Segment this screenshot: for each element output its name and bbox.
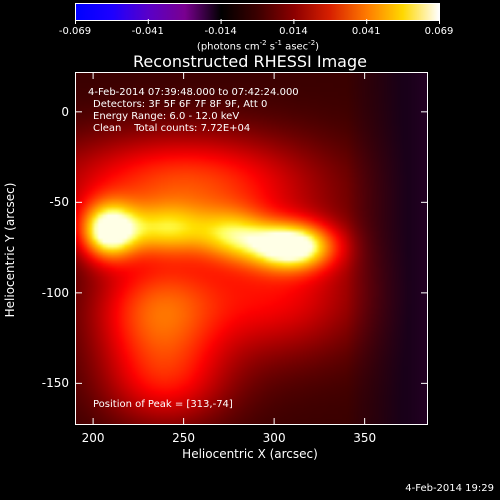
annotation-peak-position: Position of Peak = [313,-74] bbox=[93, 399, 233, 410]
colorbar-tick-label: -0.014 bbox=[204, 26, 237, 37]
colorbar-tick-label: 0.041 bbox=[351, 26, 381, 37]
x-tick-label: 300 bbox=[262, 431, 286, 445]
x-tick-label: 250 bbox=[172, 431, 196, 445]
y-axis-label: Heliocentric Y (arcsec) bbox=[3, 182, 17, 318]
y-tick-label: -50 bbox=[49, 195, 69, 210]
annotation-detectors: Detectors: 3F 5F 6F 7F 8F 9F, Att 0 bbox=[93, 99, 268, 110]
x-tick-label: 200 bbox=[81, 431, 105, 445]
colorbar-tick-label: 0.069 bbox=[424, 26, 454, 37]
x-axis-label: Heliocentric X (arcsec) bbox=[182, 447, 318, 461]
colorbar-unit-label: (photons cm-2 s-1 asec-2) bbox=[196, 39, 320, 53]
x-tick-label: 350 bbox=[353, 431, 377, 445]
colorbar bbox=[75, 3, 440, 21]
rhessi-image bbox=[75, 72, 428, 425]
colorbar-tick-label: 0.014 bbox=[279, 26, 308, 37]
plot-frame bbox=[75, 72, 428, 425]
colorbar-tick-label: -0.069 bbox=[58, 26, 92, 37]
colorbar-ticks bbox=[75, 19, 440, 24]
y-tick-label: -100 bbox=[41, 285, 69, 300]
annotation-counts: Clean Total counts: 7.72E+04 bbox=[93, 123, 251, 134]
footer-date: 4-Feb-2014 19:29 bbox=[405, 483, 494, 494]
y-tick-label: 0 bbox=[61, 104, 69, 119]
axis-ticks bbox=[75, 72, 428, 425]
plot-title: Reconstructed RHESSI Image bbox=[133, 52, 367, 71]
y-tick-label: -150 bbox=[41, 376, 69, 391]
annotation-time-range: 4-Feb-2014 07:39:48.000 to 07:42:24.000 bbox=[88, 87, 299, 98]
colorbar-tick-label: -0.041 bbox=[131, 26, 164, 37]
annotation-energy-range: Energy Range: 6.0 - 12.0 keV bbox=[93, 111, 240, 122]
